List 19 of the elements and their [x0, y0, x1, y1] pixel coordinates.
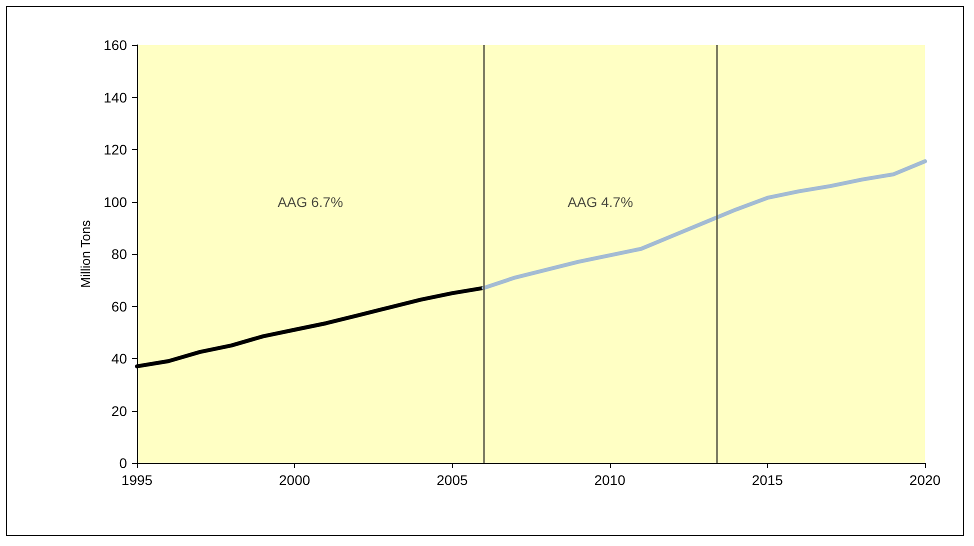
y-tick-label: 160: [104, 37, 128, 53]
x-tick-label: 1995: [121, 472, 153, 488]
y-tick-label: 0: [119, 455, 128, 471]
x-tick-label: 2000: [279, 472, 310, 488]
y-tick-label: 120: [104, 142, 128, 158]
y-tick-label: 60: [111, 298, 128, 314]
annotation: AAG 6.7%: [278, 194, 344, 210]
y-tick-label: 40: [111, 350, 128, 366]
annotation: AAG 4.7%: [568, 194, 634, 210]
y-tick-label: 140: [104, 89, 128, 106]
y-tick-label: 100: [104, 194, 128, 210]
x-tick-label: 2020: [909, 472, 941, 488]
x-tick-label: 2015: [752, 472, 784, 488]
x-tick-label: 2010: [594, 472, 626, 488]
y-axis-title: Million Tons: [78, 220, 93, 288]
line-series: [482, 159, 927, 290]
y-tick-label: 20: [111, 402, 128, 419]
y-tick-label: 80: [111, 246, 128, 262]
x-tick-label: 2005: [436, 472, 468, 488]
